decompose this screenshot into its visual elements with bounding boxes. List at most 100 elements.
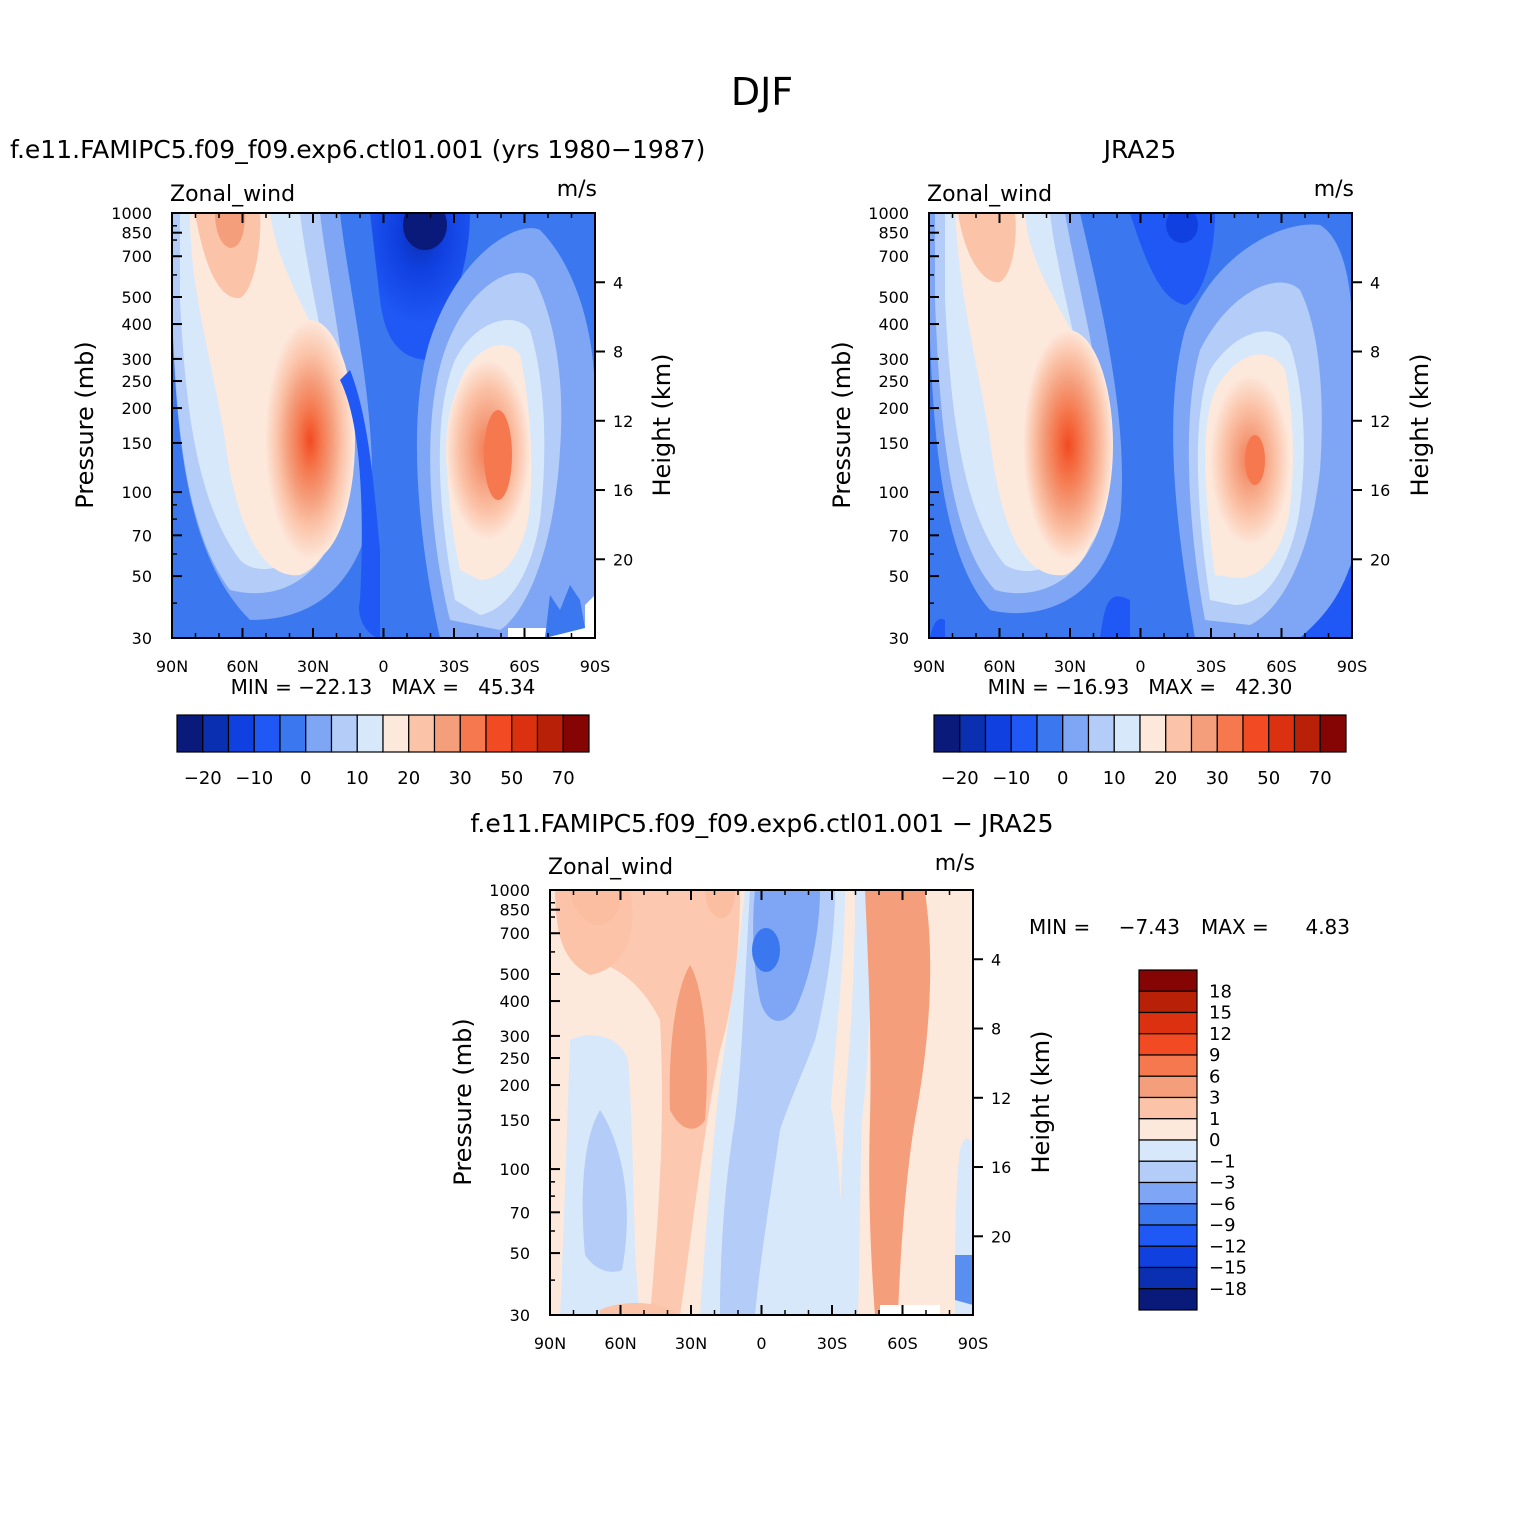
colorbar-label: 12 [1209,1024,1232,1045]
panel2-unit-label: m/s [1314,177,1354,202]
ytick-label: 400 [499,992,530,1011]
colorbar-box [1138,1033,1198,1056]
colorbar-label: 6 [1209,1066,1220,1087]
colorbar-box [1319,714,1347,753]
colorbar-box [227,714,255,753]
colorbar-label: 0 [300,768,311,789]
ytick-label: 300 [499,1027,530,1046]
colorbar-label: −12 [1209,1236,1247,1257]
colorbar-label: 50 [500,768,523,789]
colorbar-box [433,714,461,753]
panel3-y2label: Height (km) [1027,1031,1055,1174]
ytick-label: 200 [121,399,152,418]
y2tick-label: 8 [1370,343,1380,362]
ytick-label: 500 [121,288,152,307]
colorbar-box [1138,1203,1198,1226]
xtick-label: 60N [983,657,1015,676]
colorbar-box [1216,714,1244,753]
panel1-unit-label: m/s [557,177,597,202]
xtick-label: 30N [297,657,329,676]
colorbar-label: 20 [397,768,420,789]
ytick-label: 30 [510,1306,530,1325]
colorbar-box [305,714,333,753]
xtick-label: 60S [509,657,540,676]
panel2-minmax: MIN = −16.93 MAX = 42.30 [988,675,1293,699]
ytick-label: 100 [121,483,152,502]
y2tick-label: 4 [1370,273,1380,292]
colorbar-box [279,714,307,753]
panel2-header: JRA25 [1102,135,1177,164]
colorbar-label: 10 [346,768,369,789]
colorbar-box [356,714,384,753]
ytick-label: 850 [878,224,909,243]
xtick-label: 90S [958,1334,989,1353]
colorbar-label: 3 [1209,1088,1220,1109]
colorbar-label: 30 [1206,768,1229,789]
colorbar-label: 0 [1057,768,1068,789]
colorbar-box [1138,1266,1198,1290]
y2tick-label: 16 [991,1158,1011,1177]
colorbar-box [984,714,1012,753]
y2tick-label: 12 [991,1089,1011,1108]
xtick-label: 90N [913,657,945,676]
colorbar-box [330,714,358,753]
colorbar-label: −3 [1209,1173,1236,1194]
colorbar-label: 20 [1154,768,1177,789]
colorbar-label: 50 [1257,768,1280,789]
xtick-label: 30S [1196,657,1227,676]
xtick-label: 30N [1054,657,1086,676]
colorbar-box [562,714,590,753]
ytick-label: 50 [889,567,909,586]
xtick-label: 30S [439,657,470,676]
ytick-label: 700 [878,247,909,266]
ytick-label: 150 [878,434,909,453]
ytick-label: 850 [499,901,530,920]
colorbar-box [1138,990,1198,1014]
xtick-label: 90S [1337,657,1368,676]
colorbar-box [382,714,410,753]
panel2-y2label: Height (km) [1406,354,1434,497]
panel3-header: f.e11.FAMIPC5.f09_f09.exp6.ctl01.001 − J… [470,809,1053,838]
colorbar-box [1062,714,1090,753]
colorbar-box [202,714,230,753]
y2tick-label: 8 [991,1020,1001,1039]
xtick-label: 90N [156,657,188,676]
colorbar-box [485,714,513,753]
colorbar-label: −9 [1209,1215,1236,1236]
y2tick-label: 4 [613,273,623,292]
panel1-variable-label: Zonal_wind [170,182,295,207]
y2tick-label: 16 [1370,481,1390,500]
panel3-variable-label: Zonal_wind [548,855,673,880]
colorbar-box [1138,1096,1198,1120]
colorbar-box [1242,714,1270,753]
panel2-variable-label: Zonal_wind [927,182,1052,207]
colorbar-box [1010,714,1038,753]
panel3-max-value: 4.83 [1305,915,1350,939]
ytick-label: 250 [121,372,152,391]
xtick-label: 60S [887,1334,918,1353]
colorbar-box [1138,969,1198,992]
panel1-colorbar: −20 −10 0 10 20 30 50 70 [176,714,590,789]
ytick-label: 700 [499,924,530,943]
colorbar-label: 18 [1209,981,1232,1002]
colorbar-box [459,714,487,753]
xtick-label: 60N [604,1334,636,1353]
colorbar-box [1138,1245,1198,1269]
ytick-label: 50 [510,1244,530,1263]
colorbar-box [1138,1288,1198,1311]
y2tick-label: 4 [991,950,1001,969]
colorbar-label: −6 [1209,1194,1236,1215]
colorbar-box [1113,714,1141,753]
colorbar-box [959,714,987,753]
colorbar-label: −10 [235,768,273,789]
colorbar-box [1138,1181,1198,1205]
colorbar-label: 70 [1309,768,1332,789]
panel2-field [929,213,1352,638]
panel3-min-label: MIN = [1029,915,1090,939]
ytick-label: 100 [499,1160,530,1179]
xtick-label: 0 [756,1334,766,1353]
xtick-label: 90S [580,657,611,676]
